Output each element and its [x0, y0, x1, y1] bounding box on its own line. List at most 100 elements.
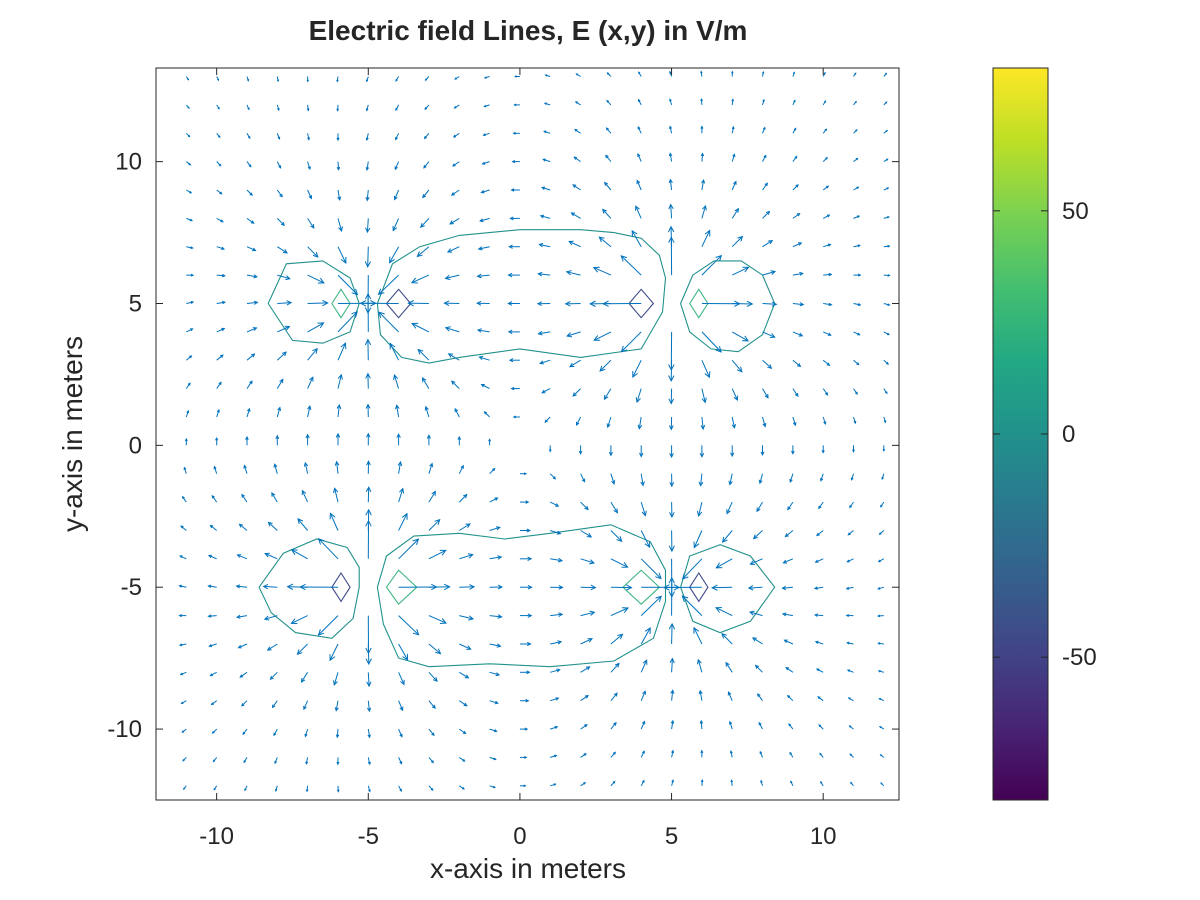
- field-arrow: [336, 104, 340, 112]
- field-arrow-shaft: [458, 494, 468, 503]
- field-arrow: [853, 186, 860, 191]
- field-arrow: [476, 273, 490, 279]
- field-arrow: [580, 638, 594, 645]
- field-arrow-head: [207, 614, 212, 618]
- field-arrow-shaft: [822, 388, 829, 396]
- field-arrow-head: [439, 618, 448, 624]
- field-arrow-head: [508, 244, 513, 249]
- field-arrow: [213, 785, 218, 791]
- field-arrow-head: [430, 788, 434, 791]
- field-arrow: [290, 615, 308, 624]
- field-arrow: [213, 465, 218, 474]
- field-arrow-head: [273, 463, 278, 468]
- field-arrow: [216, 327, 226, 333]
- field-arrow: [276, 76, 280, 83]
- field-arrow-shaft: [701, 180, 705, 191]
- field-arrow: [536, 301, 551, 307]
- field-arrow: [792, 212, 801, 219]
- field-arrow-head: [857, 332, 861, 336]
- field-arrow-head: [886, 158, 889, 161]
- field-arrow-head: [794, 155, 798, 159]
- field-arrow-shaft: [640, 501, 646, 516]
- field-arrow-head: [635, 397, 641, 404]
- field-arrow-head: [854, 72, 857, 75]
- field-arrow-head: [699, 452, 705, 458]
- field-arrow-shaft: [698, 501, 703, 517]
- field-arrow-head: [465, 523, 471, 528]
- field-arrow-shaft: [540, 215, 551, 219]
- field-arrow: [640, 720, 646, 730]
- field-arrow-head: [279, 378, 284, 384]
- field-arrow: [637, 416, 643, 430]
- field-arrow: [877, 670, 884, 673]
- field-arrow-shaft: [715, 607, 733, 617]
- field-arrow-head: [606, 423, 611, 429]
- field-arrow-head: [512, 131, 516, 135]
- field-arrow-shaft: [757, 693, 763, 701]
- field-arrow-head: [854, 100, 857, 104]
- field-arrow: [762, 301, 778, 307]
- field-arrow-head: [590, 584, 597, 591]
- field-arrow-head: [826, 185, 830, 189]
- field-arrow: [730, 445, 735, 458]
- field-arrow-head: [253, 300, 259, 305]
- field-arrow: [305, 785, 309, 793]
- field-arrow-shaft: [276, 379, 284, 389]
- x-tick-label: 10: [810, 823, 837, 850]
- field-arrow: [853, 416, 857, 425]
- field-arrow-head: [335, 734, 340, 739]
- field-arrow-head: [855, 157, 859, 161]
- field-arrow: [449, 217, 460, 225]
- field-arrow: [792, 271, 804, 276]
- field-arrow-head: [334, 460, 340, 466]
- field-arrow: [572, 184, 581, 191]
- field-arrow: [635, 205, 642, 219]
- field-arrow-head: [715, 607, 723, 613]
- field-arrow-head: [731, 423, 736, 429]
- field-arrow: [638, 98, 642, 106]
- field-arrow: [364, 246, 372, 268]
- field-arrow-shaft: [366, 161, 369, 170]
- field-arrow-head: [781, 585, 787, 591]
- field-arrow-head: [351, 311, 358, 318]
- field-arrow-head: [463, 493, 468, 499]
- field-arrow: [814, 613, 824, 617]
- field-arrow-head: [612, 751, 617, 755]
- field-arrow-head: [769, 333, 776, 338]
- field-arrow: [428, 583, 451, 591]
- field-arrow-head: [280, 221, 285, 227]
- field-arrow-head: [399, 706, 404, 712]
- field-arrow-shaft: [428, 671, 438, 682]
- field-arrow-shaft: [420, 218, 430, 228]
- field-arrow-shaft: [304, 728, 309, 737]
- field-arrow: [273, 463, 278, 474]
- field-arrow-head: [411, 322, 419, 329]
- field-arrow-head: [793, 99, 796, 103]
- field-arrow-head: [668, 203, 674, 210]
- field-arrow-shaft: [303, 700, 309, 710]
- field-arrow-shaft: [792, 359, 801, 367]
- field-arrow-head: [213, 788, 216, 791]
- field-arrow-head: [496, 643, 502, 648]
- field-arrow-shaft: [209, 643, 217, 647]
- field-arrow-head: [669, 657, 675, 664]
- field-arrow-head: [818, 505, 822, 510]
- field-arrow-head: [364, 307, 372, 314]
- field-arrow: [303, 461, 309, 474]
- field-arrow-shaft: [479, 217, 490, 222]
- field-arrow: [378, 311, 399, 333]
- field-arrow-head: [526, 528, 531, 533]
- field-arrow: [731, 207, 739, 219]
- field-arrow-head: [783, 639, 788, 644]
- field-arrow-head: [453, 106, 457, 109]
- field-arrow: [209, 524, 218, 531]
- field-arrow-head: [612, 780, 616, 784]
- field-arrow: [815, 668, 824, 673]
- field-arrow-head: [312, 347, 318, 354]
- field-arrow-shaft: [336, 729, 339, 738]
- field-arrow-head: [335, 432, 341, 438]
- field-arrow-head: [449, 220, 454, 225]
- field-arrow-head: [336, 108, 340, 112]
- field-arrow-head: [681, 595, 689, 602]
